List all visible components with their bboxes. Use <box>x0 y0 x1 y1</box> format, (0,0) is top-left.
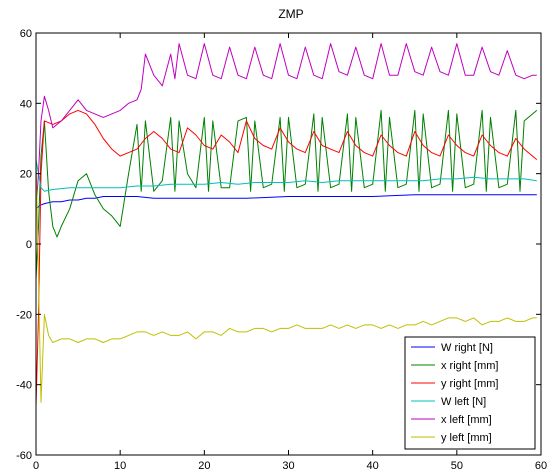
y-tick-label: -60 <box>16 450 32 462</box>
chart-title: ZMP <box>278 7 303 21</box>
x-tick-label: 60 <box>535 460 547 472</box>
x-axis: 0 10 20 30 40 50 60 <box>33 33 547 472</box>
legend: W right [N] x right [mm] y right [mm] W lef… <box>404 336 536 450</box>
legend-box <box>404 336 536 450</box>
series-line-5 <box>35 156 537 403</box>
legend-label: y right [mm] <box>441 378 498 390</box>
x-tick-label: 50 <box>451 460 463 472</box>
series-line-1 <box>35 109 538 280</box>
y-tick-label: -20 <box>16 309 32 321</box>
legend-label: W right [N] <box>441 342 493 354</box>
legend-label: y left [mm] <box>441 432 492 444</box>
series-group <box>35 43 538 406</box>
y-tick-label: -40 <box>16 380 32 392</box>
legend-label: x right [mm] <box>441 360 498 372</box>
x-tick-label: 10 <box>114 460 126 472</box>
x-tick-label: 40 <box>367 460 379 472</box>
series-line-0 <box>35 194 537 210</box>
y-tick-label: 60 <box>20 28 32 40</box>
y-tick-label: 20 <box>20 169 32 181</box>
y-tick-label: 0 <box>26 239 32 251</box>
legend-label: W left [N] <box>441 396 486 408</box>
x-tick-label: 30 <box>282 460 294 472</box>
series-line-4 <box>35 43 537 209</box>
series-line-3 <box>35 159 537 192</box>
series-line-2 <box>35 109 538 406</box>
x-tick-label: 20 <box>198 460 210 472</box>
y-axis: -60 -40 -20 0 20 40 60 <box>16 28 541 462</box>
y-tick-label: 40 <box>20 98 32 110</box>
legend-label: x left [mm] <box>441 414 492 426</box>
x-tick-label: 0 <box>33 460 39 472</box>
